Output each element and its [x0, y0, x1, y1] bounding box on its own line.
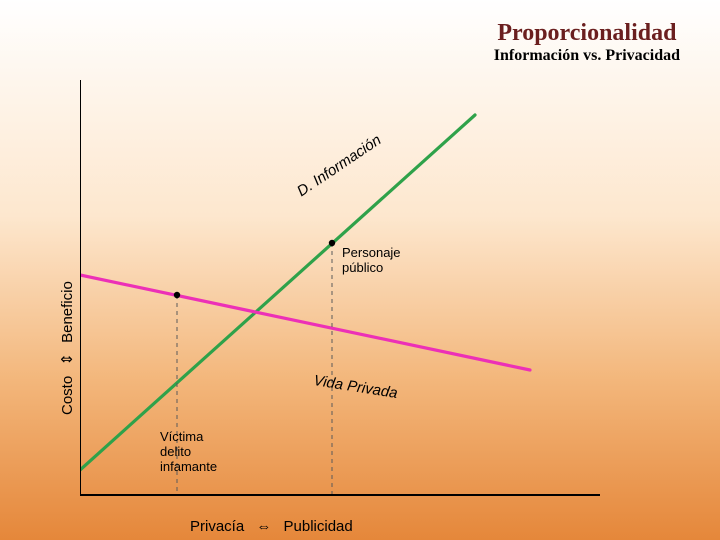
- marker-dot-personaje: [329, 240, 335, 246]
- y-axis-bottom-label: Costo: [59, 376, 76, 415]
- page-title: Proporcionalidad: [494, 20, 680, 47]
- y-axis-top-label: Beneficio: [59, 281, 76, 343]
- y-axis-label: Costo ⇕ Beneficio: [58, 281, 76, 415]
- line-vida-privada: [80, 275, 530, 370]
- page: Proporcionalidad Información vs. Privaci…: [0, 0, 720, 540]
- x-axis-left-label: Privacía: [190, 518, 244, 535]
- y-axis-arrow-icon: ⇕: [59, 347, 76, 372]
- x-axis-arrow-icon: ⇔: [248, 518, 279, 535]
- marker-label-personaje: Personaje público: [342, 246, 401, 276]
- x-axis-right-label: Publicidad: [284, 518, 353, 535]
- header: Proporcionalidad Información vs. Privaci…: [494, 20, 680, 65]
- line-informacion: [80, 115, 475, 470]
- marker-label-victima: Víctima delito infamante: [160, 430, 217, 475]
- x-axis-label: Privacía ⇔ Publicidad: [190, 518, 353, 535]
- marker-dot-victima: [174, 292, 180, 298]
- page-subtitle: Información vs. Privacidad: [494, 47, 680, 65]
